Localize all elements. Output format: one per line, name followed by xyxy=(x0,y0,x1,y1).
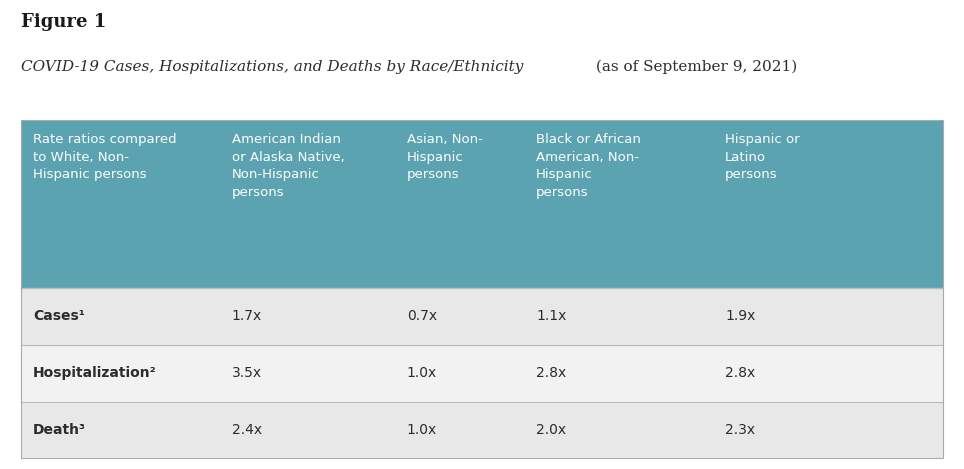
Text: (as of September 9, 2021): (as of September 9, 2021) xyxy=(591,60,797,74)
Text: 1.7x: 1.7x xyxy=(231,310,262,324)
Text: 2.0x: 2.0x xyxy=(536,423,566,437)
Text: 3.5x: 3.5x xyxy=(231,366,261,380)
Text: 2.8x: 2.8x xyxy=(725,366,756,380)
Text: Rate ratios compared
to White, Non-
Hispanic persons: Rate ratios compared to White, Non- Hisp… xyxy=(33,133,176,182)
Text: Figure 1: Figure 1 xyxy=(20,13,106,31)
Text: American Indian
or Alaska Native,
Non-Hispanic
persons: American Indian or Alaska Native, Non-Hi… xyxy=(231,133,344,199)
Text: Hispanic or
Latino
persons: Hispanic or Latino persons xyxy=(725,133,800,182)
Text: 2.8x: 2.8x xyxy=(536,366,566,380)
Text: Hospitalization²: Hospitalization² xyxy=(33,366,157,380)
Text: Black or African
American, Non-
Hispanic
persons: Black or African American, Non- Hispanic… xyxy=(536,133,641,199)
Bar xyxy=(20,288,944,345)
Text: 0.7x: 0.7x xyxy=(407,310,437,324)
Text: 1.0x: 1.0x xyxy=(407,423,437,437)
Bar xyxy=(20,401,944,458)
Text: 1.1x: 1.1x xyxy=(536,310,567,324)
Text: 1.0x: 1.0x xyxy=(407,366,437,380)
Text: COVID-19 Cases, Hospitalizations, and Deaths by Race/Ethnicity: COVID-19 Cases, Hospitalizations, and De… xyxy=(20,60,523,74)
Bar xyxy=(20,120,944,288)
Bar xyxy=(20,120,944,458)
Bar xyxy=(20,345,944,401)
Text: Death³: Death³ xyxy=(33,423,86,437)
Text: Asian, Non-
Hispanic
persons: Asian, Non- Hispanic persons xyxy=(407,133,483,182)
Text: 2.4x: 2.4x xyxy=(231,423,261,437)
Text: 1.9x: 1.9x xyxy=(725,310,756,324)
Text: 2.3x: 2.3x xyxy=(725,423,756,437)
Text: Cases¹: Cases¹ xyxy=(33,310,85,324)
